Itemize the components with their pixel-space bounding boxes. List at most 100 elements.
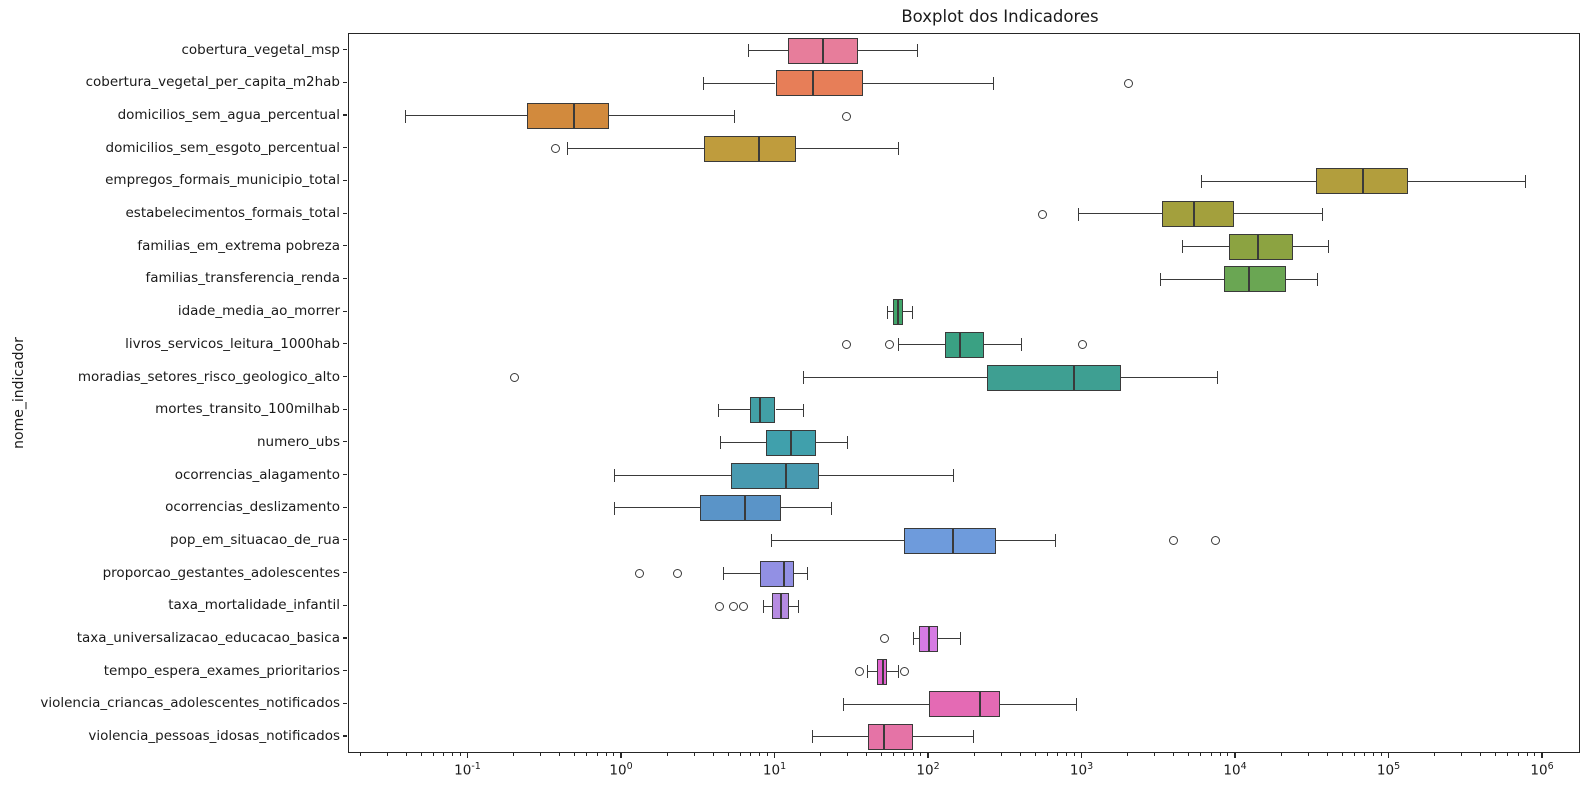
plot-area: [348, 33, 1580, 753]
whisker-high-line: [1233, 213, 1324, 215]
whisker-low-cap: [614, 501, 616, 515]
outlier-point: [1038, 209, 1048, 219]
x-minor-tick: [1507, 753, 1509, 756]
whisker-high-cap: [959, 632, 961, 646]
y-tick: [343, 114, 347, 116]
whisker-low-cap: [566, 142, 568, 156]
whisker-low-cap: [722, 567, 724, 581]
x-minor-tick: [443, 753, 445, 756]
whisker-low-line: [913, 638, 919, 640]
x-minor-tick: [559, 753, 561, 756]
y-tick-label: pop_em_situacao_de_rua: [170, 531, 340, 548]
whisker-high-cap: [733, 109, 735, 123]
x-minor-tick: [1517, 753, 1519, 756]
y-tick-label: numero_ubs: [257, 433, 340, 450]
y-axis-label: nome_indicador: [11, 337, 27, 449]
whisker-low-line: [748, 49, 788, 51]
y-tick-label: cobertura_vegetal_per_capita_m2hab: [85, 74, 340, 91]
whisker-low-cap: [1078, 207, 1080, 221]
whisker-high-cap: [911, 305, 913, 319]
whisker-low-cap: [803, 371, 805, 384]
whisker-high-cap: [898, 665, 900, 679]
y-tick-label: idade_media_ao_morrer: [177, 303, 340, 320]
box: [1315, 168, 1408, 195]
outlier-point: [841, 340, 851, 350]
y-tick-label: tempo_espera_exames_prioritarios: [103, 662, 340, 679]
x-minor-tick: [1046, 753, 1048, 756]
y-tick-label: cobertura_vegetal_msp: [181, 41, 340, 58]
whisker-high-line: [795, 147, 900, 149]
x-minor-tick: [1200, 753, 1202, 756]
x-tick-label: 106: [1530, 761, 1554, 779]
whisker-low-cap: [867, 665, 869, 679]
whisker-low-cap: [1160, 272, 1162, 286]
whisker-high-cap: [1055, 534, 1057, 548]
outlier-point: [1124, 78, 1134, 88]
x-tick-exponent: 3: [1087, 761, 1094, 772]
whisker-high-cap: [847, 436, 849, 450]
whisker-high-cap: [1317, 272, 1319, 286]
y-tick: [343, 179, 347, 181]
whisker-low-cap: [898, 338, 900, 352]
x-minor-tick: [866, 753, 868, 756]
x-minor-tick: [420, 753, 422, 756]
y-tick: [343, 604, 347, 606]
x-minor-tick: [513, 753, 515, 756]
x-minor-tick: [586, 753, 588, 756]
median-line: [897, 299, 900, 326]
x-minor-tick: [759, 753, 761, 756]
median-line: [780, 593, 783, 620]
y-tick-label: domicilios_sem_esgoto_percentual: [105, 139, 340, 156]
x-minor-tick: [596, 753, 598, 756]
whisker-low-line: [1182, 246, 1229, 248]
whisker-low-cap: [718, 403, 720, 417]
x-minor-tick: [1495, 753, 1497, 756]
outlier-point: [673, 569, 683, 579]
whisker-low-line: [703, 82, 776, 84]
outlier-point: [855, 667, 865, 677]
y-tick: [343, 702, 347, 704]
x-minor-tick: [693, 753, 695, 756]
whisker-high-line: [862, 82, 994, 84]
box: [867, 723, 914, 750]
x-minor-tick: [893, 753, 895, 756]
x-major-tick: [773, 753, 776, 758]
x-minor-tick: [1173, 753, 1175, 756]
y-tick: [343, 571, 347, 574]
y-tick-label: familias_em_extrema pobreza: [137, 237, 340, 254]
y-tick: [343, 277, 347, 280]
x-minor-tick: [820, 753, 822, 756]
y-tick-label: proporcao_gestantes_adolescentes: [102, 564, 340, 581]
whisker-low-cap: [887, 305, 889, 319]
whisker-low-cap: [1182, 240, 1184, 254]
outlier-point: [728, 601, 738, 611]
whisker-low-line: [614, 507, 700, 509]
whisker-high-line: [1292, 246, 1329, 248]
x-tick-exponent: 6: [1547, 761, 1554, 772]
box: [526, 103, 609, 130]
whisker-low-line: [405, 115, 527, 117]
outlier-point: [714, 601, 724, 611]
y-tick-label: empregos_formais_municipio_total: [105, 172, 340, 189]
x-minor-tick: [1188, 753, 1190, 756]
outlier-point: [879, 634, 889, 644]
x-tick-exponent: 1: [780, 761, 787, 772]
box: [699, 495, 782, 522]
x-minor-tick: [1373, 753, 1375, 756]
box: [1162, 201, 1234, 228]
whisker-low-line: [567, 147, 704, 149]
x-minor-tick: [912, 753, 914, 756]
whisker-low-cap: [720, 436, 722, 450]
box: [759, 560, 794, 587]
y-tick: [343, 441, 347, 443]
whisker-low-cap: [912, 632, 914, 646]
median-line: [784, 462, 787, 489]
median-line: [959, 331, 962, 358]
y-tick-label: ocorrencias_alagamento: [174, 466, 340, 483]
whisker-high-line: [938, 638, 961, 640]
box: [775, 70, 863, 97]
chart-title: Boxplot dos Indicadores: [901, 7, 1099, 26]
x-minor-tick: [1434, 753, 1436, 756]
whisker-high-line: [775, 409, 804, 411]
